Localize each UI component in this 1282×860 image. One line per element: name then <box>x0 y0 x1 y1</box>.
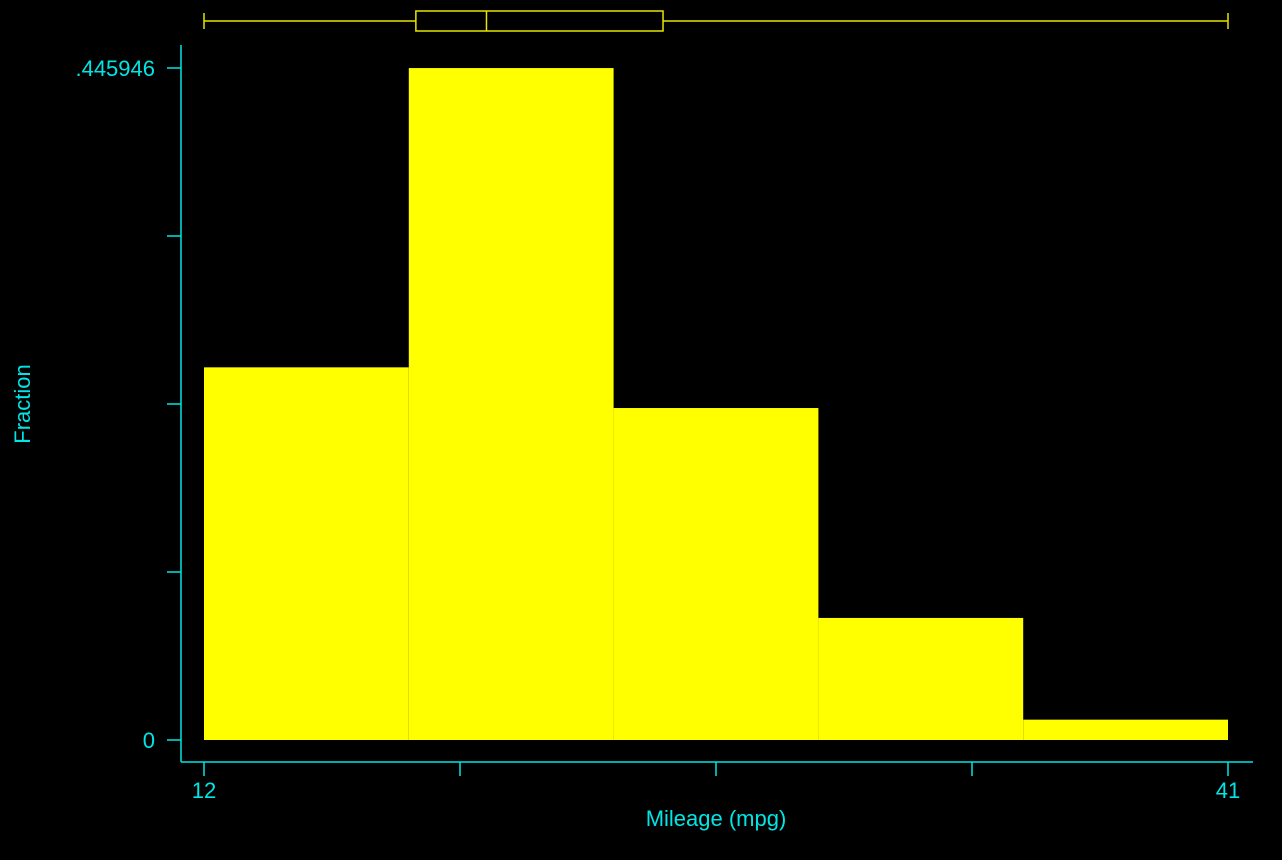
histogram-bar <box>204 367 409 740</box>
x-axis-title: Mileage (mpg) <box>646 806 787 831</box>
histogram-bar <box>1023 719 1228 740</box>
bars-layer <box>204 68 1228 740</box>
histogram-bar <box>408 68 614 740</box>
histogram-bar <box>613 408 819 740</box>
boxplot <box>203 10 1229 32</box>
y-tick-label: 0 <box>143 728 155 753</box>
boxplot-box <box>415 10 664 32</box>
x-tick-label: 12 <box>192 778 216 803</box>
x-tick-label: 41 <box>1216 778 1240 803</box>
y-tick-label: .445946 <box>75 56 155 81</box>
y-axis-title: Fraction <box>10 364 35 443</box>
histogram-bar <box>818 617 1024 740</box>
ticks: 0 .445946 12 41 <box>75 56 1240 803</box>
